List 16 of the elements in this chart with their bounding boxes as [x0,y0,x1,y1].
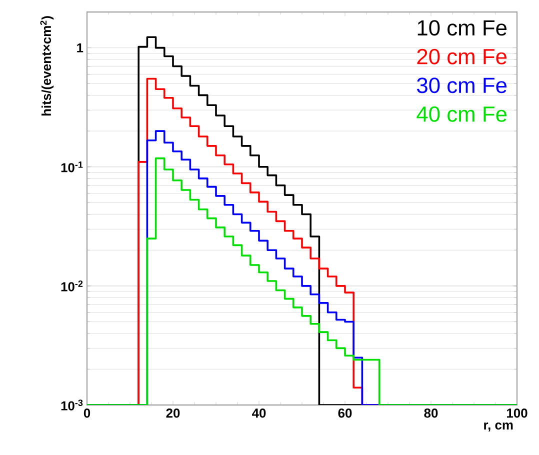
text: 20 cm Fe [417,48,507,64]
y-tick-label: 10$^{-2}$ [61,280,83,292]
text: 30 cm Fe [417,78,507,94]
y-tick-label: 10$^{-3}$ [61,400,83,410]
y-tick-label: 1 [77,43,84,52]
x-axis-title: r, cm [484,422,513,432]
text: hits/(event×cm$^{2}$) [40,16,54,116]
text: 40 cm Fe [416,106,507,122]
x-tick-label: 40 [252,408,266,418]
x-tick-label: 100 [507,408,528,418]
y-tick-label: 10$^{-1}$ [61,162,83,172]
x-tick-label: 20 [166,408,180,418]
x-tick-label: 80 [424,408,438,418]
x-tick-label: 0 [84,408,90,418]
x-tick-label: 60 [338,408,352,418]
text: 10 cm Fe [418,20,507,36]
